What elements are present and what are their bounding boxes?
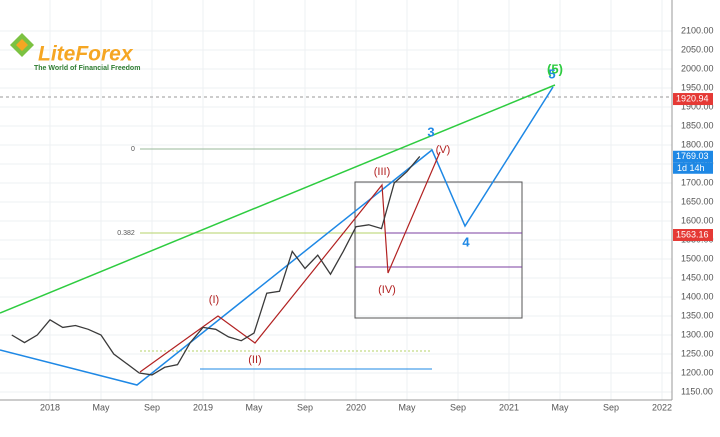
- countdown: 1d 14h: [677, 163, 705, 173]
- wave-label: (III): [374, 166, 391, 178]
- y-tick-label: 2100.00: [681, 25, 714, 35]
- y-tick-label: 1950.00: [681, 82, 714, 92]
- y-tick-label: 2050.00: [681, 44, 714, 54]
- x-tick-label: Sep: [297, 402, 313, 412]
- logo-slogan: The World of Financial Freedom: [34, 65, 140, 72]
- x-tick-label: Sep: [144, 402, 160, 412]
- logo-icon: [16, 39, 28, 51]
- y-tick-label: 1150.00: [681, 386, 713, 396]
- wave-label: (IV): [378, 284, 396, 296]
- y-tick-label: 1300.00: [681, 329, 714, 339]
- wave-label: 5: [548, 66, 555, 81]
- y-tick-label: 1900.00: [681, 101, 714, 111]
- x-tick-label: Sep: [603, 402, 619, 412]
- x-tick-label: 2022: [652, 402, 672, 412]
- y-tick-label: 1700.00: [681, 177, 714, 187]
- y-tick-label: 1200.00: [681, 367, 714, 377]
- x-tick-label: May: [92, 402, 110, 412]
- logo-name: LiteForex: [38, 43, 134, 66]
- wave-label: (I): [209, 294, 219, 306]
- trend-line: [0, 84, 556, 314]
- x-tick-label: May: [398, 402, 416, 412]
- x-tick-label: May: [551, 402, 569, 412]
- wave-label: 0: [131, 146, 135, 153]
- y-tick-label: 1350.00: [681, 310, 714, 320]
- y-tick-label: 1600.00: [681, 215, 714, 225]
- y-tick-label: 1450.00: [681, 272, 714, 282]
- x-tick-label: May: [245, 402, 263, 412]
- y-tick-label: 2000.00: [681, 63, 714, 73]
- wave-label: (V): [436, 144, 451, 156]
- x-tick-label: 2018: [40, 402, 60, 412]
- wave-path: [0, 86, 554, 386]
- price-tag: [673, 93, 713, 106]
- price-tag-label: 1920.94: [676, 93, 709, 103]
- wave-label: 4: [462, 234, 470, 249]
- y-tick-label: 1850.00: [681, 120, 714, 130]
- price-tag-label: 1769.03: [676, 151, 709, 161]
- x-tick-label: 2021: [499, 402, 519, 412]
- target-box: [354, 181, 523, 319]
- price-tag: [673, 150, 713, 163]
- x-tick-label: 2020: [346, 402, 366, 412]
- wave-label: 3: [427, 124, 434, 139]
- plot: [11, 155, 421, 376]
- x-tick-label: 2019: [193, 402, 213, 412]
- grid: [0, 0, 672, 400]
- logo: LiteForex The World of Financial Freedom: [10, 33, 140, 72]
- price-tag-label: 1563.16: [676, 229, 709, 239]
- y-tick-label: 1250.00: [681, 348, 714, 358]
- y-tick-label: 1800.00: [681, 139, 714, 149]
- wave-label: (5): [547, 61, 563, 76]
- price-tag: [673, 228, 713, 241]
- wave-label: (II): [248, 354, 261, 366]
- y-tick-label: 1500.00: [681, 253, 714, 263]
- price-line: [11, 155, 421, 376]
- countdown-box: [673, 162, 713, 174]
- y-tick-label: 1400.00: [681, 291, 714, 301]
- x-tick-label: Sep: [450, 402, 466, 412]
- wave-label: 0.382: [117, 230, 135, 237]
- y-tick-label: 1650.00: [681, 196, 714, 206]
- wave-path: [139, 151, 441, 373]
